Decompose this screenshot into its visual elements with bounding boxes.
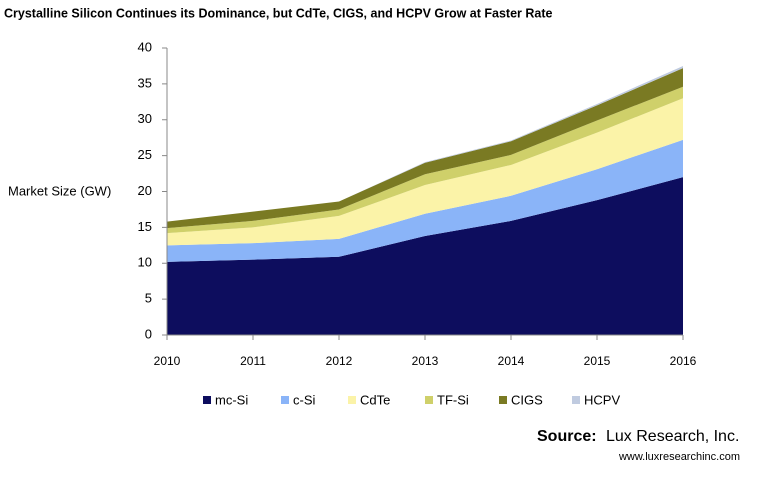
x-tick-label: 2010 <box>154 354 181 368</box>
legend-label: CIGS <box>511 392 543 407</box>
area <box>167 98 683 246</box>
y-tick-label: 25 <box>138 147 152 162</box>
y-tick-label: 40 <box>138 39 152 54</box>
y-tick-label: 5 <box>145 291 152 306</box>
y-tick-label: 35 <box>138 75 152 90</box>
x-tick-label: 2013 <box>412 354 439 368</box>
area <box>167 177 683 335</box>
legend-swatch <box>572 396 580 404</box>
source-label: Source: <box>537 428 597 445</box>
x-tick-label: 2014 <box>498 354 525 368</box>
x-tick-label: 2011 <box>240 354 266 368</box>
chart-title: Crystalline Silicon Continues its Domina… <box>4 6 553 20</box>
source: Lux Research, Inc. <box>606 428 739 445</box>
legend-swatch <box>425 396 433 404</box>
legend-label: CdTe <box>360 392 390 407</box>
x-tick-label: 2016 <box>670 354 697 368</box>
x-tick-label: 2012 <box>326 354 353 368</box>
legend-swatch <box>281 396 289 404</box>
y-tick-label: 15 <box>138 219 152 234</box>
y-tick-label: 10 <box>138 255 152 270</box>
y-tick-label: 20 <box>138 183 152 198</box>
legend-swatch <box>203 396 211 404</box>
legend-swatch <box>499 396 507 404</box>
legend-label: TF-Si <box>437 392 469 407</box>
area <box>167 139 683 262</box>
legend-label: HCPV <box>584 392 620 407</box>
y-tick-label: 0 <box>145 326 152 341</box>
y-tick-label: 30 <box>138 111 152 126</box>
x-tick-label: 2015 <box>584 354 611 368</box>
legend-label: mc-Si <box>215 392 248 407</box>
legend-label: c-Si <box>293 392 316 407</box>
source-url: www.luxresearchinc.com <box>618 451 740 463</box>
y-axis-label: Market Size (GW) <box>8 183 111 198</box>
legend-swatch <box>348 396 356 404</box>
